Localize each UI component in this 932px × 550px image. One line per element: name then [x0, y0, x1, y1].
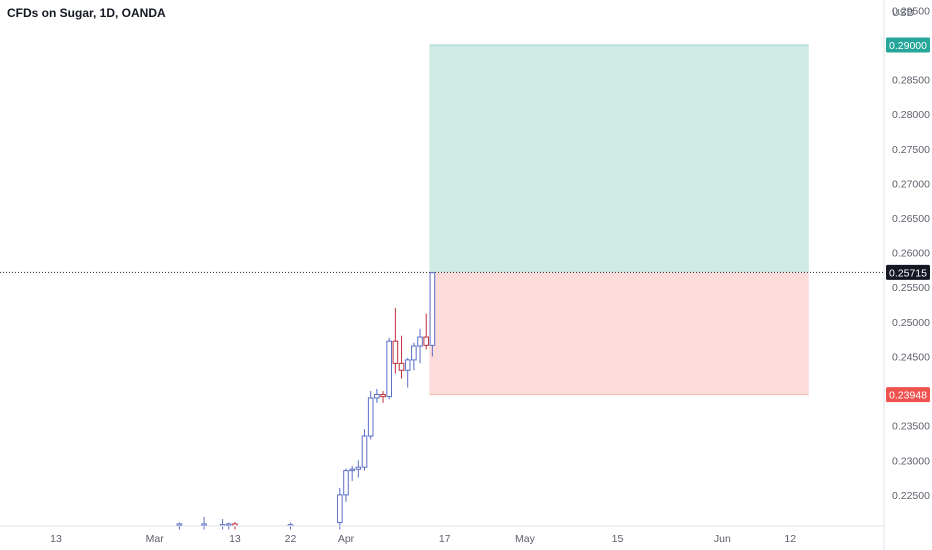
candle-body	[361, 435, 368, 468]
price-tick-label: 0.23000	[892, 455, 930, 467]
candle[interactable]	[361, 429, 368, 471]
time-tick-label: Mar	[146, 533, 165, 545]
candle-body	[398, 362, 405, 371]
currency-label: USD	[892, 7, 915, 19]
price-tick-label: 0.25500	[892, 282, 930, 294]
price-tick-label: 0.26500	[892, 213, 930, 225]
candle-body	[417, 336, 423, 347]
time-tick-label: 22	[285, 533, 297, 545]
price-tick-label: 0.27500	[892, 144, 930, 156]
price-axis[interactable]: 0.29500 0.28500 0.28000 0.27500 0.27000 0.265…	[892, 5, 930, 501]
time-tick-label: 17	[439, 533, 451, 545]
candle-body	[374, 394, 380, 399]
candle-body	[337, 494, 343, 524]
time-axis[interactable]: 13 Mar 13 22 Apr 17 May 15 Jun 12	[50, 533, 796, 545]
candle[interactable]	[404, 357, 411, 388]
price-tick-label: 0.26000	[892, 248, 930, 260]
price-tick-label: 0.23500	[892, 421, 930, 433]
candle[interactable]	[337, 487, 343, 530]
stop-price-tag-label: 0.23948	[889, 390, 927, 402]
candle[interactable]	[380, 391, 386, 403]
price-tags: 0.29000 0.25715 0.23948	[886, 37, 930, 403]
target-price-tag	[886, 37, 930, 53]
candle[interactable]	[355, 460, 362, 478]
candle-body	[411, 345, 417, 361]
price-tick-label: 0.22500	[892, 490, 930, 502]
time-tick-label: May	[515, 533, 536, 545]
time-tick-label: Apr	[338, 533, 355, 545]
candle[interactable]	[423, 313, 430, 350]
target-price-tag-label: 0.29000	[889, 40, 927, 52]
price-tick-label: 0.25000	[892, 317, 930, 329]
candle[interactable]	[219, 519, 226, 530]
last-price-tag-label: 0.25715	[889, 267, 927, 279]
candle-body	[367, 397, 374, 437]
time-tick-label: 13	[50, 533, 62, 545]
position-zones	[429, 44, 809, 396]
price-tick-label: 0.28500	[892, 75, 930, 87]
candle-body	[386, 340, 392, 398]
candle[interactable]	[392, 307, 399, 374]
candle[interactable]	[398, 335, 405, 379]
last-price-tag	[886, 264, 930, 280]
time-tick-label: Jun	[714, 533, 731, 545]
time-tick-label: 13	[229, 533, 241, 545]
price-tick-label: 0.28000	[892, 109, 930, 121]
time-tick-label: 12	[784, 533, 796, 545]
time-tick-label: 15	[612, 533, 624, 545]
candles	[176, 271, 436, 530]
candle-body	[423, 336, 430, 346]
candle[interactable]	[417, 328, 423, 364]
candle[interactable]	[201, 517, 207, 530]
candle[interactable]	[386, 337, 392, 400]
price-tick-label: 0.27000	[892, 178, 930, 190]
candle[interactable]	[411, 342, 417, 371]
candle-body	[201, 523, 207, 526]
candle[interactable]	[429, 271, 436, 357]
candle[interactable]	[343, 468, 349, 502]
loss-zone[interactable]	[429, 272, 809, 395]
chart-title: CFDs on Sugar, 1D, OANDA	[7, 6, 166, 20]
candle[interactable]	[349, 465, 355, 482]
candle[interactable]	[374, 388, 380, 403]
candle-body	[429, 272, 436, 346]
price-tick-label: 0.24500	[892, 351, 930, 363]
profit-zone[interactable]	[429, 44, 809, 273]
candle-body	[404, 359, 411, 371]
candle-body	[176, 523, 183, 526]
candle-body	[392, 340, 399, 364]
candle-body	[225, 523, 232, 526]
candle-body	[349, 468, 355, 472]
stop-price-tag	[886, 387, 930, 403]
candle-body	[343, 470, 349, 496]
candle-body	[380, 394, 386, 398]
candle-body	[355, 466, 362, 470]
candle[interactable]	[367, 391, 374, 440]
price-tick-label: 0.29500	[892, 5, 930, 17]
